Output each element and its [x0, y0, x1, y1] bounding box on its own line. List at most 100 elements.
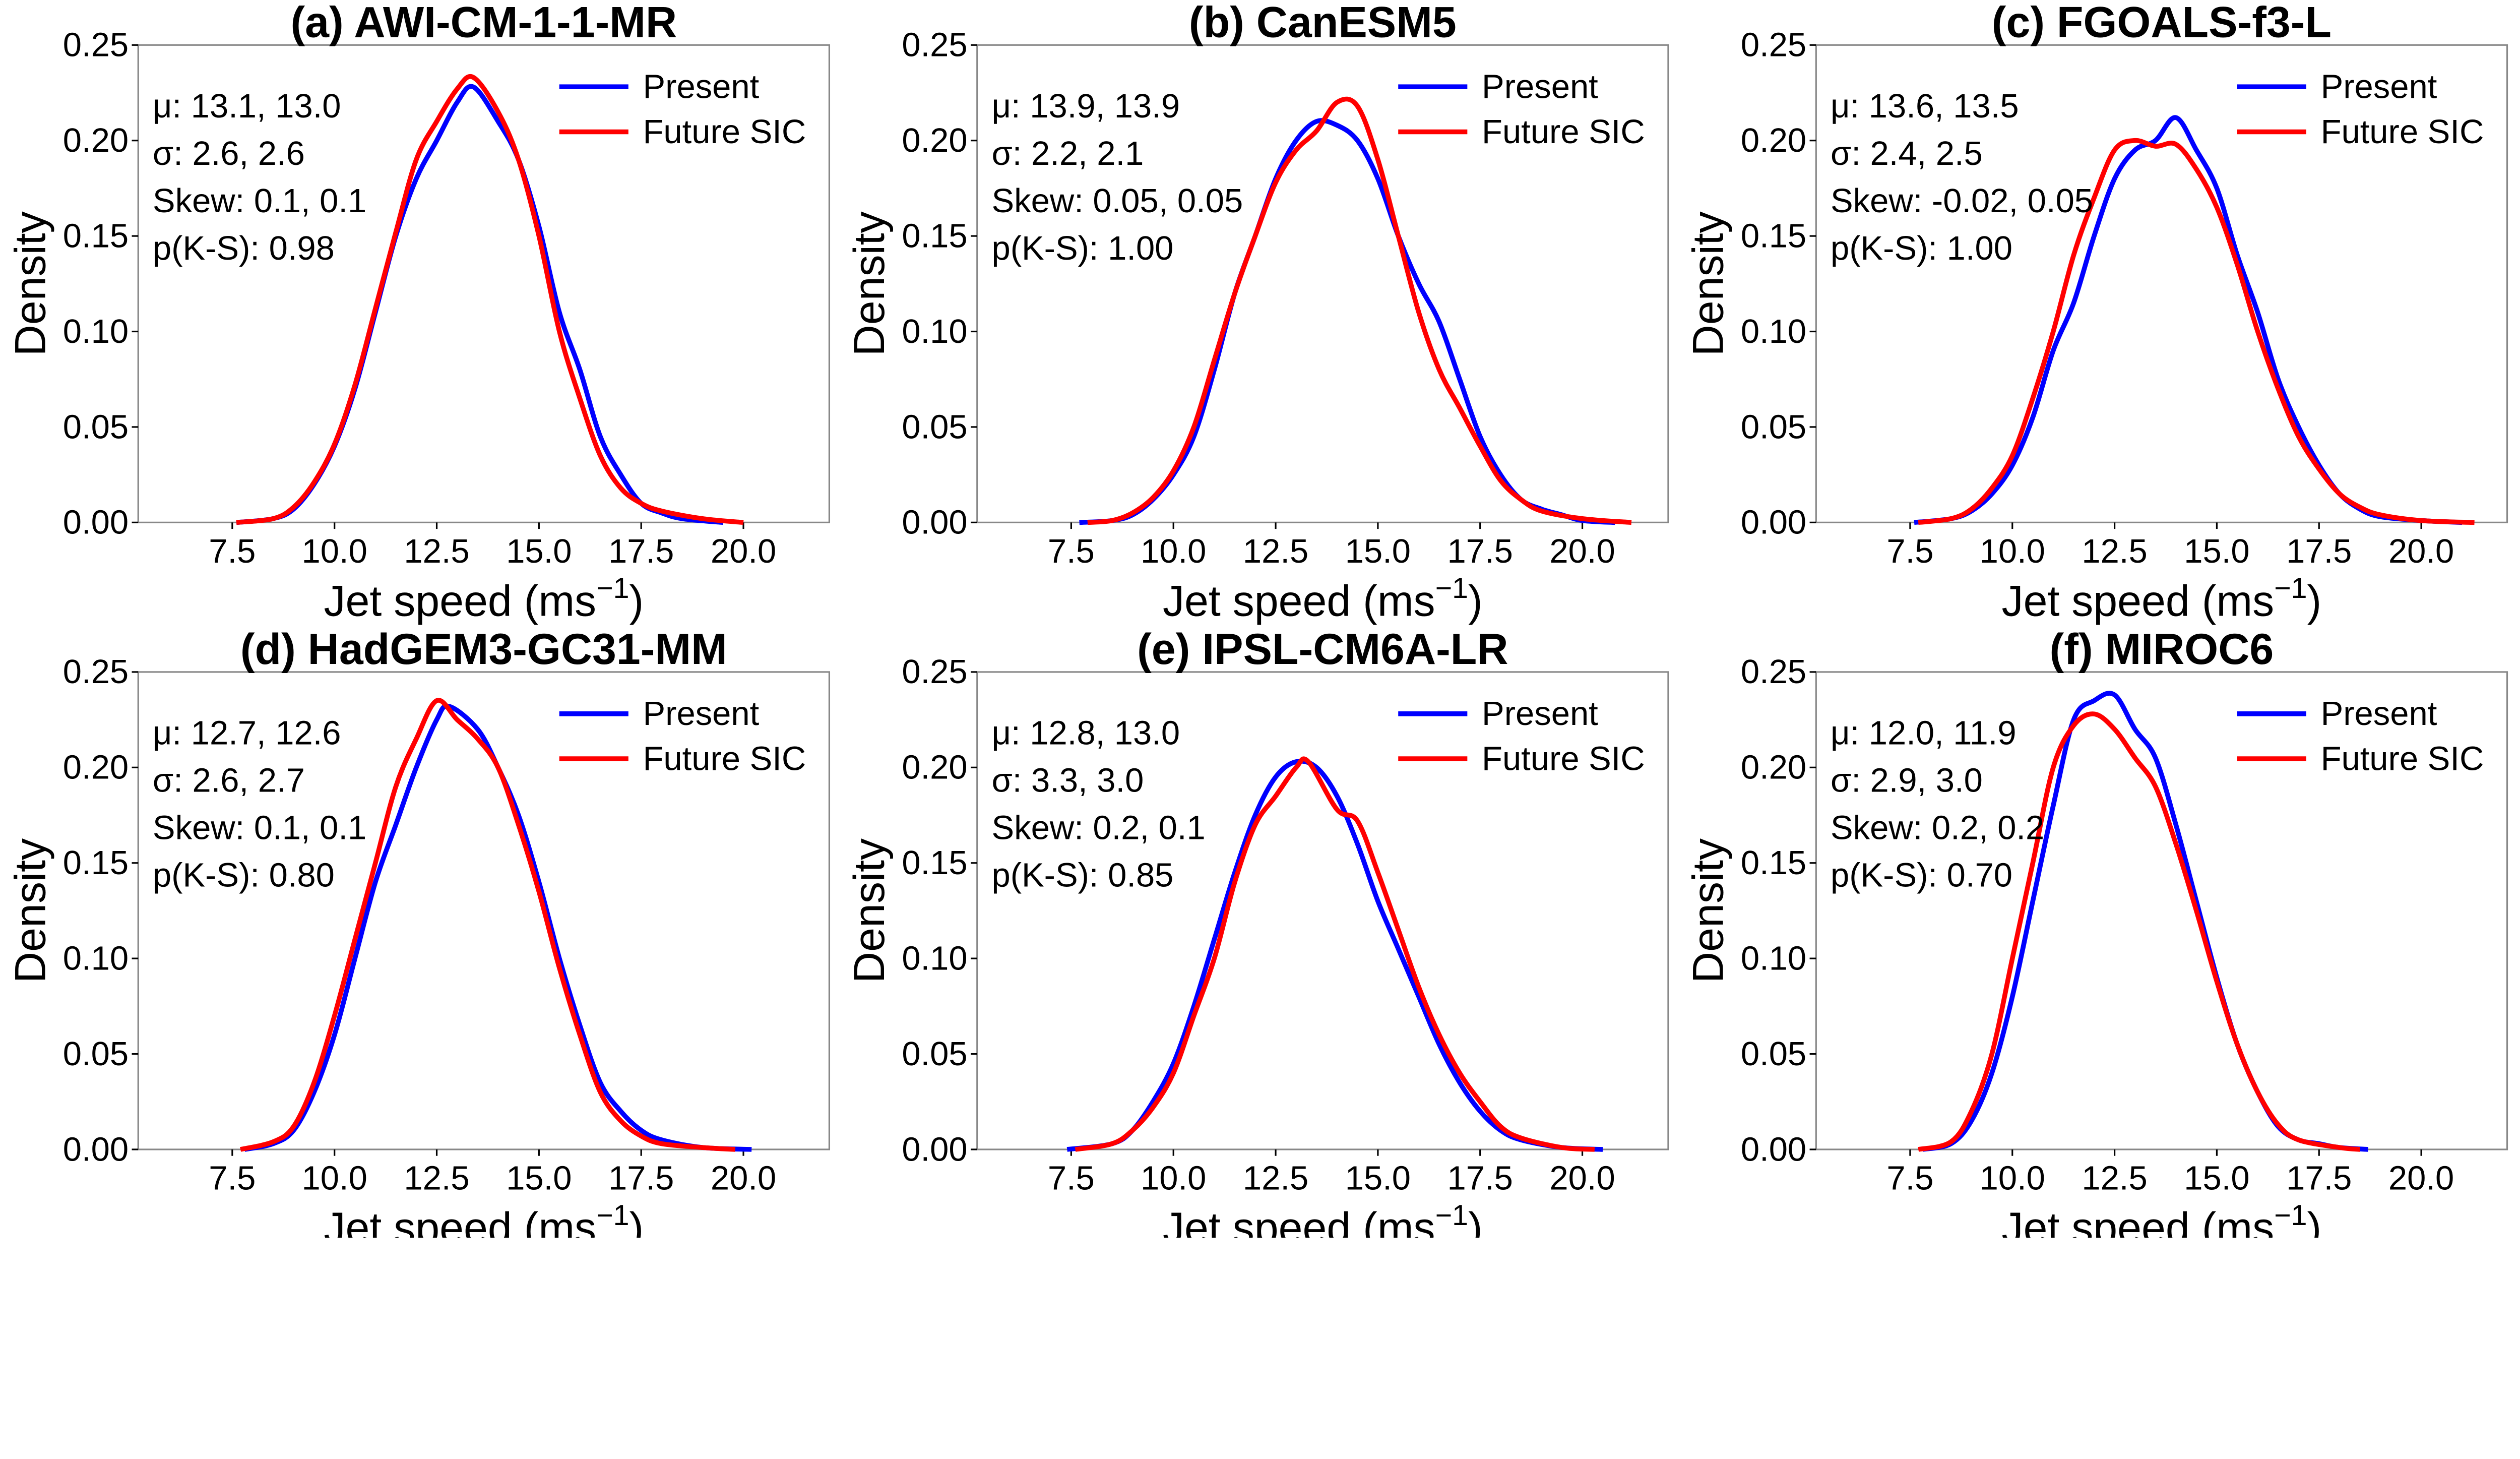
stat-text: μ: 12.8, 13.0	[991, 714, 1180, 752]
stat-text: σ: 2.4, 2.5	[1831, 135, 1983, 172]
legend-label: Present	[1482, 68, 1598, 106]
panel-d: 7.5 10.0 12.5 15.0 17.5 20.0 0.00 0.05 0.10 0.15 0…	[6, 625, 831, 1238]
x-tick-label: 15.0	[506, 1160, 572, 1197]
stat-text: p(K-S): 1.00	[991, 229, 1173, 267]
stat-text: μ: 12.7, 12.6	[153, 714, 341, 752]
x-axis-label-close: )	[629, 577, 644, 625]
legend-label: Present	[1482, 695, 1598, 733]
y-tick-label: 0.05	[63, 408, 129, 446]
y-axis-label: Density	[6, 211, 54, 356]
y-tick-label: 0.00	[902, 1130, 967, 1168]
x-axis-label-superscript: −1	[596, 572, 629, 604]
x-axis-label: Jet speed (ms−1)	[324, 572, 644, 625]
x-tick-label: 7.5	[1886, 532, 1933, 570]
y-tick-label: 0.00	[902, 504, 967, 541]
legend-label: Future SIC	[643, 740, 806, 777]
stat-text: μ: 13.6, 13.5	[1831, 87, 2019, 125]
curves	[236, 74, 744, 525]
y-tick-label: 0.25	[1741, 653, 1806, 691]
x-tick-label: 7.5	[1048, 532, 1095, 570]
panel-title: (c) FGOALS-f3-L	[1992, 0, 2332, 46]
stat-text: σ: 2.6, 2.7	[153, 761, 305, 799]
x-tick-label: 10.0	[1980, 532, 2045, 570]
y-tick-label: 0.05	[902, 1035, 967, 1073]
x-axis-label-close: )	[1468, 1204, 1483, 1238]
y-tick-label: 0.00	[63, 504, 129, 541]
panel-title: (b) CanESM5	[1189, 0, 1457, 46]
x-axis-label-text: Jet speed (ms	[1163, 577, 1435, 625]
x-axis-label-text: Jet speed (ms	[1163, 1204, 1435, 1238]
y-tick-label: 0.05	[1741, 1035, 1806, 1073]
stat-text: p(K-S): 0.98	[153, 229, 335, 267]
panel-c: 7.5 10.0 12.5 15.0 17.5 20.0 0.00 0.05 0.10 0.15 0…	[1684, 0, 2508, 625]
kde-line-present	[1066, 759, 1603, 1152]
panel-title: (d) HadGEM3-GC31-MM	[240, 625, 727, 674]
legend-label: Future SIC	[1482, 740, 1645, 777]
x-axis-label: Jet speed (ms−1)	[324, 1199, 644, 1238]
x-axis-label-superscript: −1	[1435, 1199, 1468, 1232]
stat-text: σ: 2.2, 2.1	[991, 135, 1144, 172]
x-tick-label: 7.5	[1886, 1160, 1933, 1197]
y-tick-label: 0.05	[63, 1035, 129, 1073]
x-tick-label: 10.0	[302, 1160, 367, 1197]
legend-label: Present	[2321, 695, 2437, 733]
x-tick-label: 20.0	[1549, 1160, 1615, 1197]
x-tick-label: 20.0	[1549, 532, 1615, 570]
x-tick-label: 15.0	[2184, 1160, 2249, 1197]
y-tick-label: 0.20	[63, 121, 129, 159]
x-axis-label-text: Jet speed (ms	[2002, 577, 2275, 625]
figure: 7.5 10.0 12.5 15.0 17.5 20.0 0.00 0.05 0.10 0.15 0…	[6, 0, 2508, 1238]
legend-label: Present	[643, 68, 760, 106]
x-tick-label: 12.5	[404, 532, 469, 570]
y-tick-label: 0.10	[1741, 313, 1806, 350]
kde-line-present	[1914, 115, 2463, 525]
y-tick-label: 0.15	[902, 844, 967, 882]
stat-text: p(K-S): 1.00	[1831, 229, 2012, 267]
stat-text: Skew: 0.05, 0.05	[991, 182, 1243, 220]
stat-text: Skew: 0.2, 0.2	[1831, 809, 2044, 847]
x-tick-label: 17.5	[2286, 532, 2352, 570]
kde-line-future-sic	[1918, 138, 2475, 525]
stat-text: Skew: 0.2, 0.1	[991, 809, 1205, 847]
legend-label: Future SIC	[1482, 113, 1645, 151]
y-tick-label: 0.15	[902, 217, 967, 255]
x-tick-label: 7.5	[209, 532, 256, 570]
y-tick-label: 0.25	[902, 653, 967, 691]
x-axis-label-text: Jet speed (ms	[2002, 1204, 2275, 1238]
y-tick-label: 0.15	[63, 844, 129, 882]
y-tick-label: 0.25	[902, 26, 967, 64]
y-tick-label: 0.20	[63, 749, 129, 786]
x-tick-label: 10.0	[302, 532, 367, 570]
panel-f: 7.5 10.0 12.5 15.0 17.5 20.0 0.00 0.05 0.10 0.15 0…	[1684, 625, 2508, 1238]
panel-title: (e) IPSL-CM6A-LR	[1137, 625, 1508, 674]
x-axis-label-close: )	[629, 1204, 644, 1238]
y-tick-label: 0.00	[63, 1130, 129, 1168]
y-tick-label: 0.20	[902, 749, 967, 786]
x-tick-label: 10.0	[1141, 532, 1206, 570]
x-axis-label: Jet speed (ms−1)	[2002, 572, 2322, 625]
panel-title: (f) MIROC6	[2050, 625, 2274, 674]
y-tick-label: 0.20	[1741, 749, 1806, 786]
y-tick-label: 0.15	[63, 217, 129, 255]
curves	[1066, 756, 1603, 1152]
stat-text: σ: 2.6, 2.6	[153, 135, 305, 172]
legend-label: Present	[643, 695, 760, 733]
axes-frame	[1815, 671, 2508, 1150]
x-axis-label-text: Jet speed (ms	[324, 577, 596, 625]
x-axis-label-close: )	[2307, 1204, 2322, 1238]
panel-e: 7.5 10.0 12.5 15.0 17.5 20.0 0.00 0.05 0.10 0.15 0…	[845, 625, 1669, 1238]
x-axis-label-close: )	[2307, 577, 2322, 625]
curves	[1918, 691, 2368, 1152]
x-axis-label: Jet speed (ms−1)	[2002, 1199, 2322, 1238]
axes-frame	[137, 671, 831, 1150]
x-tick-label: 12.5	[2082, 532, 2147, 570]
x-axis-label-superscript: −1	[1435, 572, 1468, 604]
x-tick-label: 17.5	[1447, 1160, 1513, 1197]
panel-title: (a) AWI-CM-1-1-MR	[291, 0, 677, 46]
x-tick-label: 10.0	[1980, 1160, 2045, 1197]
legend-label: Future SIC	[643, 113, 806, 151]
stat-text: μ: 13.1, 13.0	[153, 87, 341, 125]
x-tick-label: 17.5	[1447, 532, 1513, 570]
y-axis-label: Density	[6, 838, 54, 983]
legend-label: Future SIC	[2321, 113, 2484, 151]
